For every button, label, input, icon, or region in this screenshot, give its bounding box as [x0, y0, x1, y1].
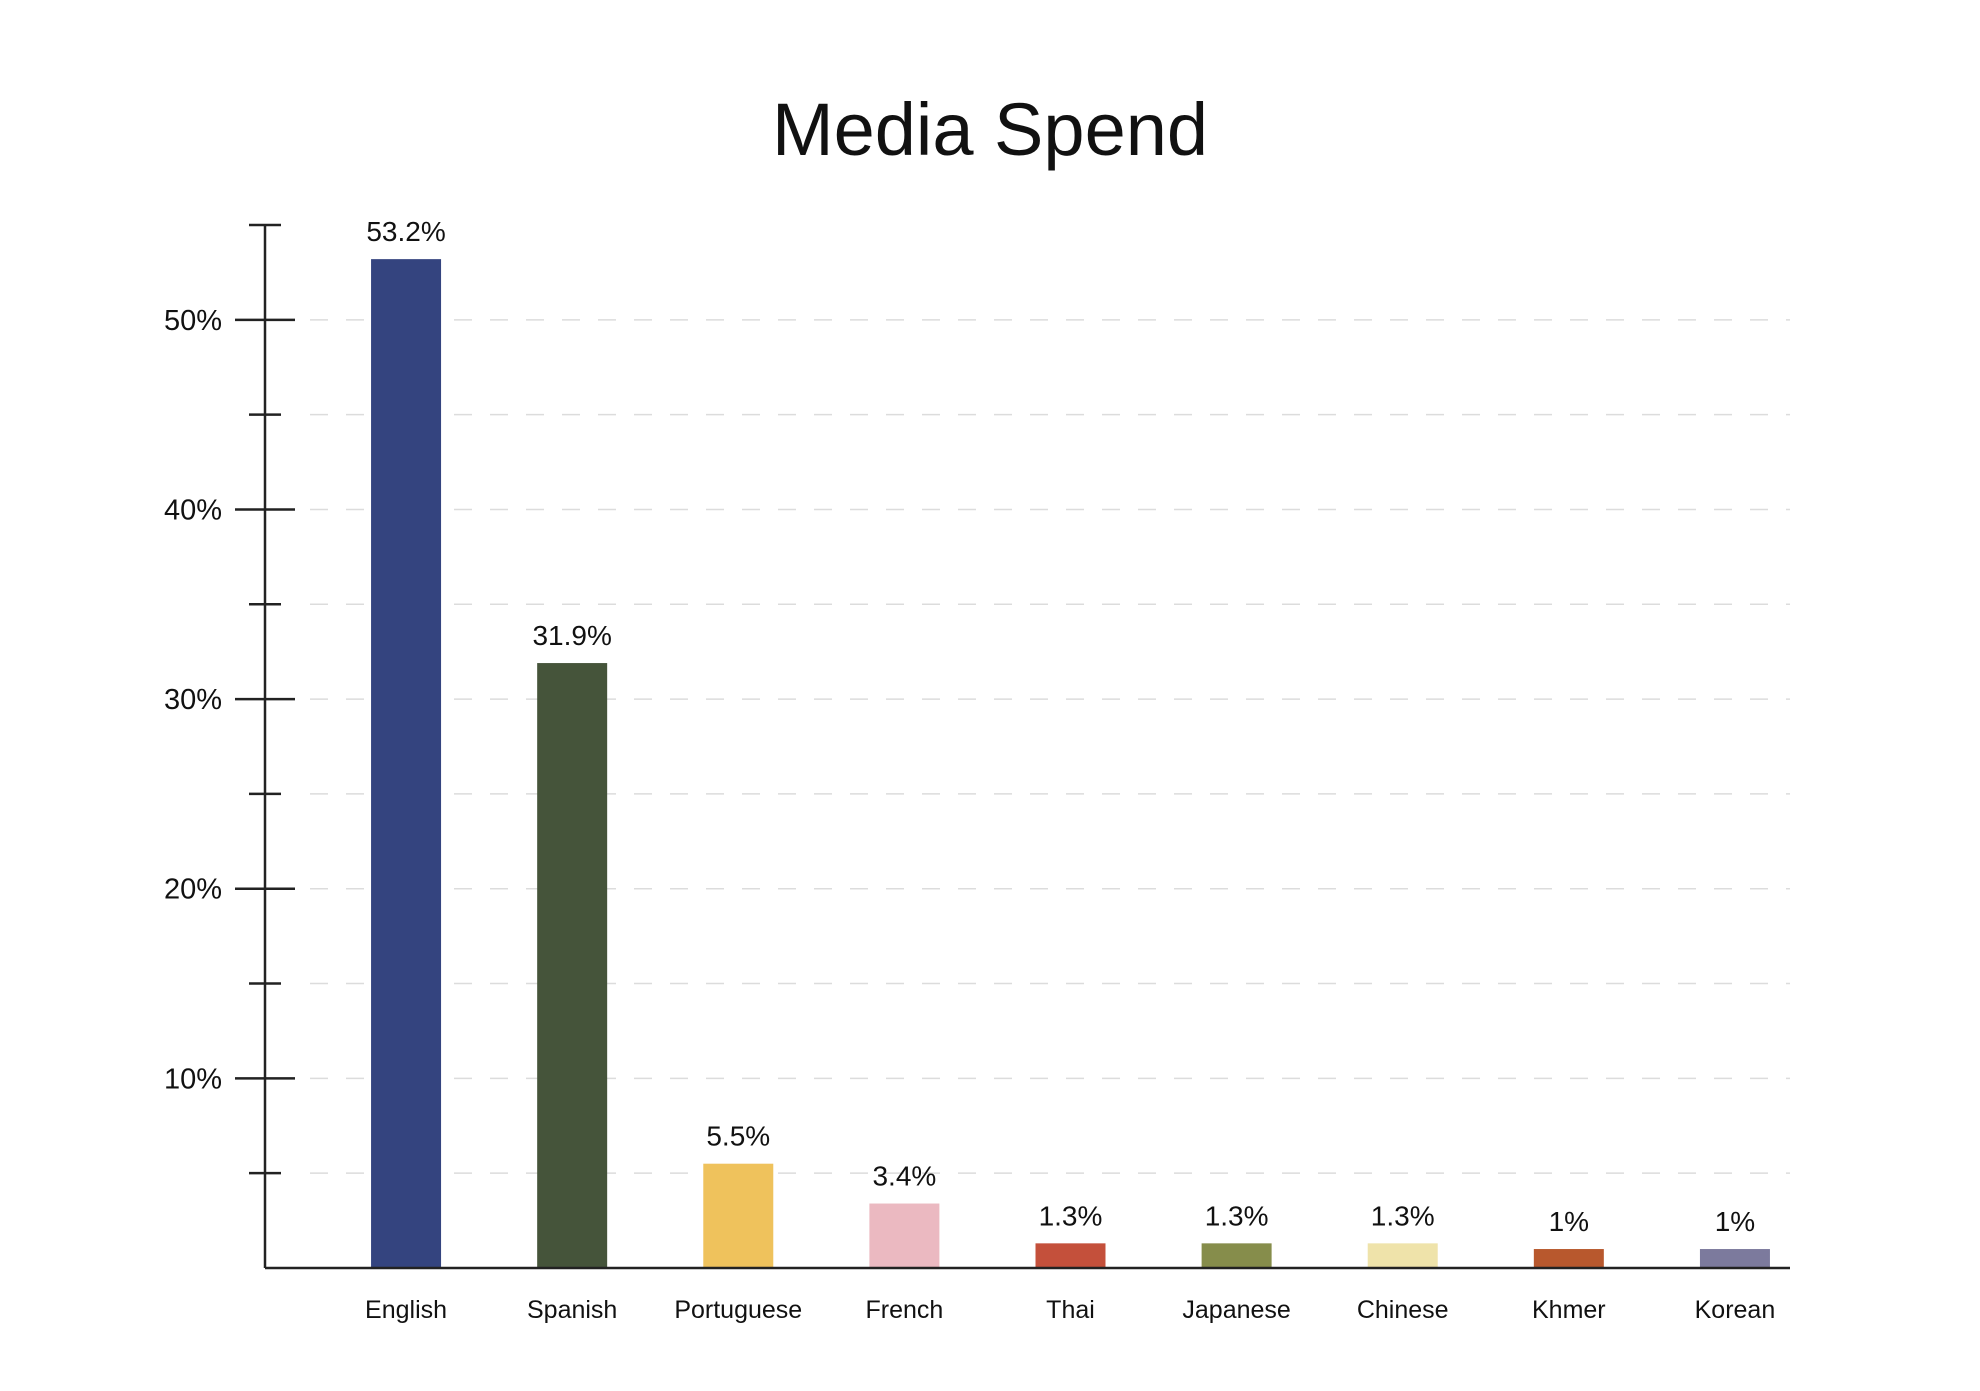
y-tick-label: 40% — [164, 494, 222, 526]
axes — [235, 223, 1790, 1270]
category-label: Khmer — [1532, 1296, 1606, 1324]
bar-japanese — [1201, 1243, 1272, 1268]
category-label: Spanish — [527, 1296, 617, 1324]
value-label: 1.3% — [1039, 1200, 1103, 1231]
bars — [371, 259, 1770, 1269]
bar-korean — [1699, 1249, 1770, 1268]
bar-khmer — [1533, 1249, 1604, 1268]
value-label: 1% — [1549, 1206, 1589, 1237]
bar-spanish — [537, 663, 608, 1268]
bar-french — [869, 1203, 940, 1268]
category-label: Portuguese — [674, 1296, 802, 1324]
chart-title: Media Spend — [772, 88, 1208, 171]
category-label: Japanese — [1182, 1296, 1290, 1324]
category-label: Thai — [1046, 1296, 1095, 1324]
category-label: French — [865, 1296, 943, 1324]
value-label: 1% — [1715, 1206, 1755, 1237]
bar-chinese — [1367, 1243, 1438, 1268]
value-label: 1.3% — [1205, 1200, 1269, 1231]
y-tick-label: 20% — [164, 874, 222, 906]
gridlines — [310, 319, 1790, 1174]
value-label: 1.3% — [1371, 1200, 1435, 1231]
value-label: 5.5% — [706, 1121, 770, 1152]
y-tick-label: 50% — [164, 305, 222, 337]
value-label: 31.9% — [532, 620, 611, 651]
category-label: Chinese — [1357, 1296, 1449, 1324]
value-label: 53.2% — [366, 216, 445, 247]
value-label: 3.4% — [872, 1161, 936, 1192]
y-tick-label: 10% — [164, 1063, 222, 1095]
y-tick-label: 30% — [164, 684, 222, 716]
bar-portuguese — [703, 1163, 774, 1268]
bar-english — [371, 259, 442, 1269]
category-label: English — [365, 1296, 447, 1324]
labels: 10% 20% 30% 40% 50% 53.2% English 31.9% Spanish 5… — [164, 216, 1775, 1324]
bar-thai — [1035, 1243, 1106, 1268]
category-label: Korean — [1695, 1296, 1776, 1324]
